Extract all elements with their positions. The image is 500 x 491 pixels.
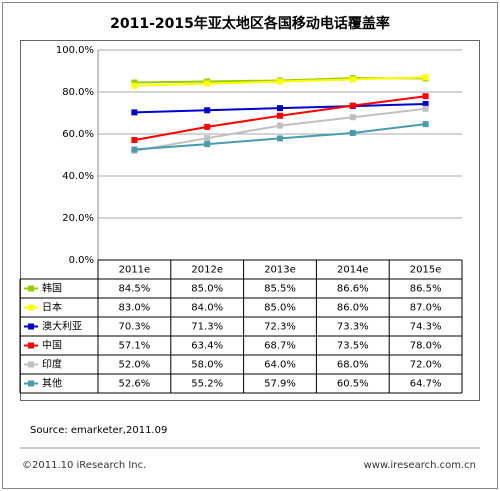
point bbox=[277, 105, 283, 112]
point bbox=[131, 109, 138, 116]
point bbox=[349, 129, 356, 136]
legend-label: 其他 bbox=[42, 377, 62, 390]
legend-marker bbox=[28, 285, 34, 292]
legend-label: 印度 bbox=[42, 358, 62, 371]
table-cell: 73.5% bbox=[337, 341, 369, 352]
table-cell: 71.3% bbox=[191, 322, 223, 333]
x-tick-label: 2014e bbox=[337, 265, 369, 276]
point bbox=[204, 141, 211, 148]
point bbox=[349, 76, 356, 83]
table-cell: 57.1% bbox=[119, 341, 151, 352]
point bbox=[277, 122, 283, 129]
table-cell: 86.6% bbox=[337, 284, 369, 295]
legend-label: 韩国 bbox=[42, 282, 62, 295]
table-cell: 55.2% bbox=[191, 379, 223, 390]
point bbox=[204, 135, 211, 142]
website: www.iresearch.com.cn bbox=[364, 460, 476, 471]
point bbox=[422, 74, 429, 81]
table-cell: 52.6% bbox=[119, 379, 151, 390]
table-cell: 68.7% bbox=[264, 341, 296, 352]
point bbox=[131, 137, 138, 144]
point bbox=[422, 105, 429, 112]
legend-label: 日本 bbox=[42, 301, 62, 314]
point bbox=[422, 121, 429, 128]
table-cell: 74.3% bbox=[410, 322, 442, 333]
point bbox=[131, 146, 138, 153]
point bbox=[277, 135, 283, 142]
table-cell: 52.0% bbox=[119, 360, 151, 371]
point bbox=[204, 107, 211, 114]
table-cell: 73.3% bbox=[337, 322, 369, 333]
table-cell: 72.0% bbox=[410, 360, 442, 371]
x-tick-label: 2015e bbox=[410, 265, 442, 276]
table-cell: 86.0% bbox=[337, 303, 369, 314]
point bbox=[131, 82, 138, 89]
point bbox=[277, 78, 283, 85]
table-cell: 64.7% bbox=[410, 379, 442, 390]
table-cell: 83.0% bbox=[119, 303, 151, 314]
legend-marker bbox=[28, 361, 34, 368]
table-cell: 58.0% bbox=[191, 360, 223, 371]
x-tick-label: 2011e bbox=[119, 265, 151, 276]
y-tick-label: 40.0% bbox=[62, 171, 94, 182]
y-tick-label: 60.0% bbox=[62, 129, 94, 140]
point bbox=[422, 100, 429, 107]
table-cell: 64.0% bbox=[264, 360, 296, 371]
y-tick-label: 0.0% bbox=[69, 255, 94, 266]
table-cell: 84.0% bbox=[191, 303, 223, 314]
legend-marker bbox=[28, 380, 34, 387]
y-tick-label: 80.0% bbox=[62, 87, 94, 98]
legend-marker bbox=[28, 323, 34, 330]
table-cell: 85.0% bbox=[191, 284, 223, 295]
table-cell: 84.5% bbox=[119, 284, 151, 295]
legend-marker bbox=[28, 342, 34, 349]
point bbox=[131, 79, 138, 86]
table-cell: 86.5% bbox=[410, 284, 442, 295]
table-cell: 60.5% bbox=[337, 379, 369, 390]
legend-marker bbox=[28, 304, 34, 311]
point bbox=[349, 102, 356, 109]
table-cell: 57.9% bbox=[264, 379, 296, 390]
legend-label: 中国 bbox=[42, 339, 62, 352]
point bbox=[422, 93, 429, 100]
chart-frame bbox=[20, 40, 480, 401]
chart-title: 2011-2015年亚太地区各国移动电话覆盖率 bbox=[110, 15, 390, 32]
y-tick-label: 20.0% bbox=[62, 213, 94, 224]
table-cell: 70.3% bbox=[119, 322, 151, 333]
point bbox=[349, 114, 356, 121]
point bbox=[204, 123, 211, 130]
table-cell: 85.5% bbox=[264, 284, 296, 295]
table-cell: 72.3% bbox=[264, 322, 296, 333]
table-cell: 78.0% bbox=[410, 341, 442, 352]
point bbox=[204, 80, 211, 87]
legend-label: 澳大利亚 bbox=[42, 320, 82, 333]
y-tick-label: 100.0% bbox=[56, 45, 94, 56]
x-tick-label: 2012e bbox=[191, 265, 223, 276]
table-cell: 68.0% bbox=[337, 360, 369, 371]
x-tick-label: 2013e bbox=[264, 265, 296, 276]
source: Source: emarketer,2011.09 bbox=[30, 425, 167, 436]
table-cell: 87.0% bbox=[410, 303, 442, 314]
point bbox=[277, 112, 283, 119]
copyright: ©2011.10 iResearch Inc. bbox=[22, 460, 146, 471]
table-cell: 63.4% bbox=[191, 341, 223, 352]
table-cell: 85.0% bbox=[264, 303, 296, 314]
